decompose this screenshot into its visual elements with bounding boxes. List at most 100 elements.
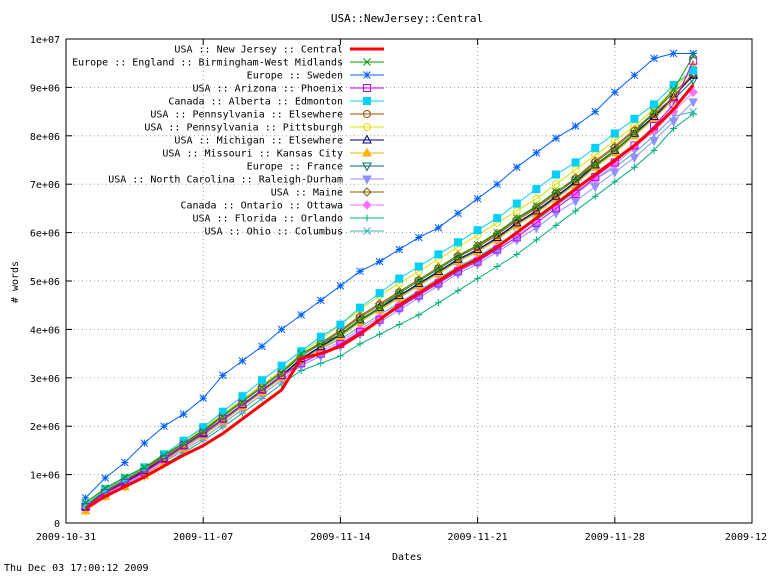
legend-item: Europe :: Sweden: [247, 71, 384, 82]
data-point: [120, 458, 129, 467]
data-point: [238, 357, 247, 365]
data-point: [551, 209, 561, 219]
data-point: [630, 114, 639, 123]
data-point: [473, 226, 482, 235]
data-point: [688, 87, 698, 97]
data-point: [434, 264, 443, 273]
data-point: [572, 207, 580, 215]
data-point: [375, 303, 384, 312]
data-point: [101, 484, 110, 493]
legend-label: USA :: Arizona :: Phoenix: [192, 84, 343, 95]
data-point: [668, 117, 679, 127]
data-point: [610, 88, 619, 97]
legend-item: Canada :: Alberta :: Edmonton: [168, 97, 384, 108]
y-tick-label: 9e+06: [30, 83, 60, 94]
series-1: [84, 84, 695, 510]
data-point: [160, 451, 168, 460]
data-point: [493, 180, 502, 189]
legend-marker: [362, 187, 372, 197]
data-point: [532, 202, 541, 210]
y-tick-label: 3e+06: [30, 374, 60, 385]
y-tick-label: 1e+07: [30, 35, 60, 46]
data-point: [552, 170, 560, 179]
data-point: [140, 463, 149, 472]
data-point: [454, 209, 462, 218]
legend-label: USA :: North Carolina :: Raleigh-Durham: [108, 175, 343, 186]
axes: 0 1e+06 2e+06 3e+06 4e+06 5e+06 6e+06 7e+06 8e+0…: [30, 35, 768, 543]
legend-label: USA :: Missouri :: Kansas City: [162, 149, 343, 160]
series-3: [81, 49, 698, 502]
legend-item: USA :: Pennsylvania :: Pittsburgh: [144, 123, 384, 134]
data-point: [356, 303, 364, 312]
data-point: [297, 347, 306, 356]
legend-marker: [363, 71, 371, 79]
data-point: [591, 160, 600, 169]
data-point: [531, 224, 542, 234]
data-point: [609, 168, 620, 178]
data-point: [650, 54, 658, 63]
data-point: [532, 148, 541, 157]
data-point: [570, 197, 581, 207]
data-point: [454, 287, 462, 295]
data-point: [630, 163, 638, 171]
y-tick-label: 8e+06: [30, 132, 60, 143]
data-point: [140, 439, 149, 447]
data-point: [493, 262, 501, 270]
data-point: [590, 183, 601, 193]
data-point: [689, 66, 698, 75]
x-tick-label: 2009-11-07: [173, 532, 233, 543]
series-line: [85, 55, 694, 504]
data-point: [688, 98, 699, 108]
y-tick-label: 4e+06: [30, 325, 60, 336]
legend-item: USA :: New Jersey :: Central: [174, 45, 384, 56]
legend-item: USA :: Pennsylvania :: Elsewhere: [150, 110, 384, 121]
legend-item: USA :: Arizona :: Phoenix: [192, 84, 384, 95]
legend-marker: [363, 84, 371, 92]
data-point: [688, 69, 699, 79]
data-point: [375, 289, 384, 298]
data-point: [81, 493, 90, 502]
data-point: [395, 289, 404, 297]
legend-label: Canada :: Ontario :: Ottawa: [180, 201, 343, 212]
data-point: [434, 299, 442, 307]
legend-marker: [362, 162, 372, 172]
data-point: [571, 175, 580, 184]
legend-marker: [363, 58, 371, 66]
legend-label: USA :: Pennsylvania :: Elsewhere: [150, 110, 343, 121]
legend-item: Europe :: England :: Birmingham-West Mid…: [72, 58, 384, 69]
y-tick-label: 6e+06: [30, 229, 60, 240]
series-2: [81, 52, 698, 507]
data-point: [630, 141, 639, 150]
data-point: [472, 243, 483, 254]
data-point: [571, 158, 580, 167]
data-point: [474, 275, 482, 283]
data-point: [434, 265, 443, 273]
data-point: [277, 361, 286, 370]
data-point: [669, 85, 678, 94]
x-tick-label: 2009-11-14: [310, 532, 370, 543]
legend-marker: [363, 123, 371, 131]
x-tick-label: 2009-12-0: [725, 532, 768, 543]
data-point: [669, 49, 678, 58]
timestamp-footer: Thu Dec 03 17:00:12 2009: [4, 563, 149, 574]
data-point: [415, 311, 423, 319]
data-point: [591, 143, 600, 152]
data-point: [120, 473, 129, 481]
data-point: [512, 163, 521, 172]
data-point: [434, 250, 443, 259]
data-point: [473, 240, 482, 249]
legend-label: Europe :: France: [247, 162, 343, 173]
x-axis-label: Dates: [392, 552, 422, 563]
data-point: [689, 110, 697, 118]
y-tick-label: 1e+06: [30, 471, 60, 482]
data-point: [179, 439, 188, 447]
data-point: [552, 134, 560, 143]
x-tick-label: 2009-11-21: [447, 532, 507, 543]
legend-marker: [363, 110, 371, 118]
data-point: [336, 352, 344, 360]
legend-marker: [363, 227, 371, 235]
data-point: [375, 315, 384, 324]
legend-item: Europe :: France: [247, 162, 384, 173]
legend-item: USA :: Michigan :: Elsewhere: [174, 134, 384, 147]
